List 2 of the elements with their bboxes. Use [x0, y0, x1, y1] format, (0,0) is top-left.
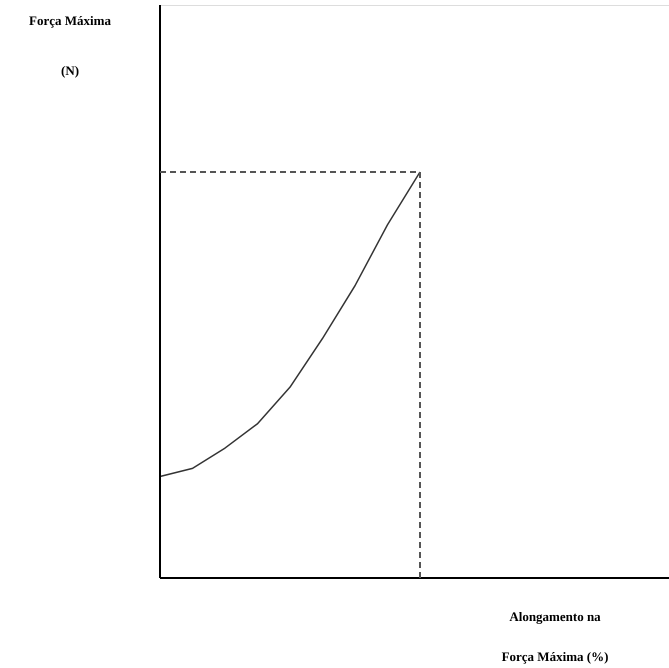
text: Alongamento na Força Máxima (%) — [502, 609, 608, 664]
text: Força Máxima (N) — [29, 13, 111, 78]
